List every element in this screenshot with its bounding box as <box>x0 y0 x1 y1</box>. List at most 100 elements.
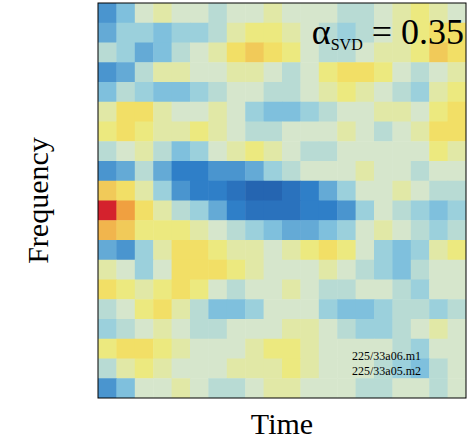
heatmap-cell <box>448 260 466 280</box>
heatmap-cell <box>172 3 191 23</box>
heatmap-cell <box>411 62 430 82</box>
heatmap-cell <box>300 220 319 240</box>
heatmap-cell <box>300 141 319 161</box>
heatmap-cell <box>356 181 375 201</box>
heatmap-cell <box>448 102 466 122</box>
heatmap-cell <box>264 141 283 161</box>
heatmap-cell <box>264 359 283 379</box>
heatmap-cell <box>282 181 301 201</box>
heatmap-cell <box>172 141 191 161</box>
heatmap-cell <box>356 102 375 122</box>
heatmap-cell <box>429 141 448 161</box>
heatmap-cell <box>190 82 209 102</box>
heatmap-cell <box>98 201 117 221</box>
heatmap-cell <box>337 122 356 142</box>
heatmap-cell <box>153 359 172 379</box>
heatmap-cell <box>153 23 172 43</box>
heatmap-cell <box>190 3 209 23</box>
heatmap-cell <box>282 220 301 240</box>
heatmap-cell <box>98 319 117 339</box>
heatmap-cell <box>116 3 135 23</box>
heatmap-cell <box>227 220 246 240</box>
heatmap-cell <box>319 339 338 359</box>
heatmap-cell <box>356 201 375 221</box>
heatmap-cell <box>153 141 172 161</box>
heatmap-cell <box>356 378 375 398</box>
heatmap-cell <box>153 319 172 339</box>
heatmap-cell <box>282 280 301 300</box>
heatmap-cell <box>153 240 172 260</box>
heatmap-cell <box>208 260 227 280</box>
heatmap-cell <box>153 260 172 280</box>
heatmap-cell <box>135 43 154 63</box>
heatmap-cell <box>116 43 135 63</box>
heatmap-cell <box>98 299 117 319</box>
heatmap-cell <box>429 299 448 319</box>
heatmap-cell <box>337 280 356 300</box>
heatmap-cell <box>245 299 264 319</box>
heatmap-cell <box>429 201 448 221</box>
heatmap-cell <box>392 102 411 122</box>
heatmap-cell <box>429 181 448 201</box>
heatmap-cell <box>392 280 411 300</box>
heatmap-cell <box>245 3 264 23</box>
heatmap-cell <box>411 299 430 319</box>
heatmap-cell <box>356 260 375 280</box>
heatmap-cell <box>374 280 393 300</box>
heatmap-cell <box>135 240 154 260</box>
heatmap-cell <box>245 23 264 43</box>
heatmap-cell <box>135 62 154 82</box>
heatmap-cell <box>116 299 135 319</box>
heatmap-cell <box>190 378 209 398</box>
heatmap-cell <box>98 102 117 122</box>
heatmap-cell <box>429 260 448 280</box>
heatmap-cell <box>227 280 246 300</box>
heatmap-cell <box>208 319 227 339</box>
heatmap-cell <box>98 181 117 201</box>
heatmap-cell <box>190 122 209 142</box>
heatmap-cell <box>282 201 301 221</box>
heatmap-cell <box>208 62 227 82</box>
heatmap-cell <box>264 260 283 280</box>
heatmap-cell <box>172 62 191 82</box>
heatmap-cell <box>411 260 430 280</box>
heatmap-cell <box>227 260 246 280</box>
title: αSVD = 0.35 <box>312 12 464 53</box>
heatmap-cell <box>337 299 356 319</box>
heatmap-cell <box>116 161 135 181</box>
heatmap-cell <box>190 62 209 82</box>
heatmap-cell <box>190 359 209 379</box>
heatmap-cell <box>319 201 338 221</box>
heatmap-cell <box>429 319 448 339</box>
heatmap-cell <box>98 378 117 398</box>
heatmap-cell <box>392 141 411 161</box>
heatmap-cell <box>264 43 283 63</box>
heatmap-cell <box>190 240 209 260</box>
heatmap-cell <box>172 122 191 142</box>
heatmap-cell <box>98 3 117 23</box>
heatmap-cell <box>172 102 191 122</box>
heatmap-cell <box>337 3 356 23</box>
title-text: = 0.35 <box>363 12 464 52</box>
heatmap-cell <box>172 181 191 201</box>
heatmap-cell <box>172 378 191 398</box>
heatmap-cell <box>227 161 246 181</box>
heatmap-cell <box>190 260 209 280</box>
heatmap-cell <box>116 280 135 300</box>
heatmap-cell <box>374 378 393 398</box>
heatmap-cell <box>448 62 466 82</box>
heatmap-cell <box>448 240 466 260</box>
heatmap-cell <box>282 260 301 280</box>
heatmap-cell <box>264 122 283 142</box>
heatmap-cell <box>356 62 375 82</box>
heatmap-cell <box>374 240 393 260</box>
heatmap-cell <box>116 82 135 102</box>
chart: TimeFrequencyαSVD = 0.35225/33a06.m1225/… <box>0 0 472 442</box>
heatmap-cell <box>153 161 172 181</box>
heatmap-cell <box>172 201 191 221</box>
heatmap-cell <box>411 122 430 142</box>
heatmap-cell <box>319 102 338 122</box>
heatmap-cell <box>190 102 209 122</box>
heatmap-cell <box>319 141 338 161</box>
heatmap-cell <box>300 240 319 260</box>
